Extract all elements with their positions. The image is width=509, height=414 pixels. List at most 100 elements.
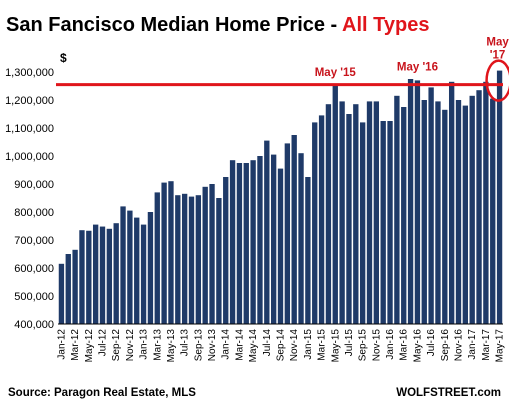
x-tick-label: Jul-14 [262, 329, 273, 357]
bar [140, 224, 147, 324]
bar [99, 226, 106, 324]
chart-title: San Fancisco Median Home Price - All Typ… [6, 14, 429, 36]
bar [175, 195, 181, 324]
bar [407, 79, 414, 324]
bar [202, 186, 208, 324]
bar [134, 217, 140, 324]
bar [161, 182, 167, 324]
x-tick-label: May-12 [84, 329, 95, 363]
x-tick-label: Jul-12 [98, 329, 109, 357]
y-tick-label: 1,100,000 [5, 123, 54, 135]
bar [106, 228, 113, 324]
bar [421, 100, 427, 324]
x-tick-label: May-17 [495, 329, 506, 363]
bar [92, 224, 99, 324]
bar [366, 101, 373, 325]
y-tick-label: 1,000,000 [5, 151, 54, 163]
bar [483, 81, 489, 324]
x-tick-label: Sep-13 [193, 329, 204, 362]
bar [414, 80, 421, 325]
y-tick-label: 1,200,000 [5, 95, 54, 107]
y-tick-label: 800,000 [14, 207, 54, 219]
bar [270, 154, 277, 324]
x-tick-label: Mar-15 [317, 329, 328, 361]
bar [312, 122, 318, 325]
bar [58, 263, 65, 324]
x-tick-label: Mar-16 [399, 329, 410, 361]
annotation-label: May [486, 37, 509, 49]
annotation-label: '17 [490, 50, 506, 62]
x-tick-label: Jan-14 [221, 329, 232, 360]
chart-title-main: San Fancisco Median Home Price - [6, 14, 342, 36]
bar [127, 210, 133, 324]
highlight-circle [485, 59, 509, 102]
bar [305, 177, 311, 324]
bar [387, 121, 393, 324]
bar [284, 143, 291, 324]
x-tick-label: Jul-13 [180, 329, 191, 357]
x-tick-label: Jul-15 [344, 329, 355, 357]
x-tick-label: Nov-14 [289, 329, 300, 362]
bar [325, 104, 332, 324]
x-tick-label: Nov-15 [371, 329, 382, 362]
bar [332, 86, 338, 324]
bar [243, 163, 249, 324]
bar [257, 156, 263, 324]
bar [181, 193, 188, 324]
bar [448, 81, 455, 324]
x-tick-label: Sep-16 [440, 329, 451, 362]
bar [154, 192, 160, 324]
x-tick-label: May-13 [166, 329, 177, 363]
bar [359, 122, 366, 325]
source-note: Source: Paragon Real Estate, MLS [8, 387, 196, 399]
bar [147, 212, 154, 324]
bar [373, 101, 380, 325]
x-tick-label: Nov-13 [207, 329, 218, 362]
x-tick-label: Sep-12 [111, 329, 122, 362]
x-tick-label: Nov-16 [454, 329, 465, 362]
bar [120, 206, 126, 324]
x-tick-label: Mar-17 [481, 329, 492, 361]
x-tick-label: Mar-13 [152, 329, 163, 361]
bar [455, 100, 462, 324]
bar [496, 70, 503, 324]
bar [236, 163, 243, 324]
y-tick-label: 500,000 [14, 291, 54, 303]
bar [86, 230, 92, 324]
bar [394, 95, 400, 324]
bar [428, 87, 434, 325]
bar [223, 177, 229, 324]
bar [72, 249, 78, 324]
bar [264, 140, 270, 324]
bar [442, 109, 448, 324]
bar [435, 101, 441, 325]
x-tick-label: Jul-16 [426, 329, 437, 357]
x-tick-label: Nov-12 [125, 329, 136, 362]
bar [79, 230, 85, 324]
x-tick-label: Jan-16 [385, 329, 396, 360]
bar [339, 101, 345, 325]
annotation-label: May '16 [397, 61, 438, 73]
bar [216, 198, 222, 324]
bar [277, 168, 284, 324]
x-tick-label: Mar-12 [70, 329, 81, 361]
y-tick-label: 400,000 [14, 319, 54, 331]
bar [250, 160, 256, 324]
bar [462, 105, 469, 324]
x-tick-label: Sep-15 [358, 329, 369, 362]
bar [209, 184, 215, 324]
bar [113, 223, 119, 324]
x-tick-label: Jan-12 [56, 329, 67, 360]
bar [380, 121, 386, 324]
chart-title-accent: All Types [342, 14, 429, 36]
bar [401, 107, 407, 324]
bar [195, 195, 202, 324]
bar [476, 90, 482, 324]
x-tick-label: Jan-17 [467, 329, 478, 360]
y-tick-label: 700,000 [14, 235, 54, 247]
x-tick-label: Jan-13 [139, 329, 150, 360]
bar [318, 115, 325, 325]
brand-label: WOLFSTREET.com [396, 387, 501, 399]
plot-area: 400,000 500,000 600,000 700,000 800,000 900,0… [5, 37, 509, 363]
